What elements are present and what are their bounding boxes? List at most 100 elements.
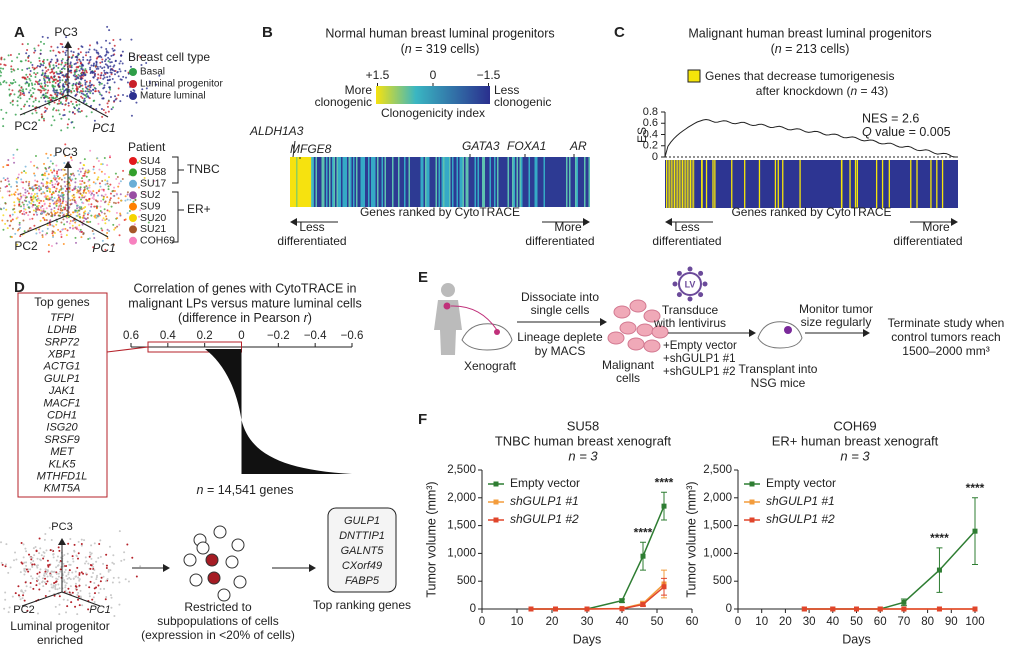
- malignant-cell: [643, 339, 661, 353]
- cell-dot: [43, 119, 46, 122]
- cell-dot: [58, 99, 61, 102]
- x-tick-label: 60: [686, 616, 699, 628]
- cell-dot: [24, 196, 27, 199]
- cell-dot: [16, 100, 19, 103]
- cell-dot: [114, 226, 117, 229]
- cell-dot: [74, 226, 77, 229]
- cell-dot: [18, 53, 21, 56]
- cell-dot: [16, 68, 19, 71]
- label: after knockdown (n = 43): [756, 84, 888, 98]
- cell-dot: [88, 48, 91, 51]
- cell-dot: [22, 76, 25, 79]
- cell-dot: [60, 185, 63, 188]
- cell-dot: [99, 209, 102, 212]
- chart-title: TNBC human breast xenograft: [495, 433, 672, 448]
- cell-dot: [4, 591, 7, 594]
- cell-dot: [107, 185, 110, 188]
- label: PC2: [13, 604, 34, 616]
- cell-dot: [66, 220, 69, 223]
- cell-dot: [53, 210, 56, 213]
- cell-dot: [106, 237, 109, 240]
- virus-spike: [672, 281, 678, 287]
- cell-dot: [84, 73, 87, 76]
- cell-dot: [29, 196, 32, 199]
- cell-dot: [15, 180, 18, 183]
- cell-dot: [21, 201, 24, 204]
- cell-dot: [117, 87, 120, 90]
- cell-dot: [68, 206, 71, 209]
- cell-dot: [64, 81, 67, 84]
- data-point: [553, 606, 558, 612]
- cell-dot: [91, 197, 94, 200]
- cell-dot: [35, 584, 38, 587]
- cell-dot: [98, 182, 101, 185]
- cell-dot: [53, 119, 56, 122]
- y-tick-label: 0.4: [643, 128, 658, 140]
- heatmap-stripe: [462, 157, 464, 207]
- cell-dot: [109, 594, 112, 597]
- cell-dot: [65, 49, 68, 52]
- cell-dot: [46, 580, 49, 583]
- cell-dot: [145, 61, 148, 64]
- label: with lentivirus: [653, 316, 726, 330]
- cell-dot: [76, 76, 79, 79]
- cell-dot: [83, 172, 86, 175]
- cell-dot: [81, 96, 84, 99]
- chart-title: n = 3: [568, 448, 598, 463]
- cell-dot: [100, 227, 103, 230]
- data-point: [661, 584, 667, 590]
- heatmap-stripe: [332, 157, 334, 207]
- cell-dot: [32, 560, 35, 563]
- cell-dot: [106, 25, 109, 28]
- cell-dot: [86, 217, 89, 220]
- legend-swatch: [687, 69, 701, 83]
- label: Correlation of genes with CytoTRACE in: [133, 281, 356, 295]
- cell-dot: [35, 205, 38, 208]
- cell-dot: [80, 95, 83, 98]
- cell-dot: [104, 598, 107, 601]
- cell-dot: [27, 214, 30, 217]
- cell-dot: [126, 212, 129, 215]
- cell-dot: [90, 557, 93, 560]
- cell-dot: [78, 584, 81, 587]
- cell-dot: [100, 163, 103, 166]
- cell-dot: [66, 560, 69, 563]
- cell-dot: [155, 83, 158, 86]
- axis-label: PC1: [92, 241, 115, 255]
- cell-dot: [70, 173, 73, 176]
- legend-marker: [493, 499, 499, 505]
- cell-dot: [6, 177, 9, 180]
- cell-dot: [50, 75, 53, 78]
- cell-dot: [76, 90, 79, 93]
- cell-dot: [50, 196, 53, 199]
- data-point: [972, 528, 978, 534]
- cell-dot: [33, 193, 36, 196]
- cell-dot: [9, 81, 12, 84]
- cell-dot: [33, 47, 36, 50]
- cell-dot: [93, 581, 96, 584]
- cell-circle: [231, 538, 245, 552]
- cell-dot: [89, 190, 92, 193]
- cell-dot: [98, 91, 101, 94]
- cell-dot: [40, 113, 43, 116]
- cell-dot: [57, 572, 60, 575]
- cell-dot: [60, 188, 63, 191]
- cell-dot: [46, 559, 49, 562]
- cell-dot: [76, 613, 79, 616]
- cell-dot: [83, 158, 86, 161]
- cell-dot: [0, 67, 2, 70]
- cell-dot: [6, 227, 9, 230]
- cell-dot: [6, 219, 9, 222]
- cell-dot: [53, 197, 56, 200]
- cell-dot: [58, 150, 61, 153]
- y-tick-label: 2,500: [447, 464, 476, 476]
- cell-dot: [35, 577, 38, 580]
- cell-dot: [52, 584, 55, 587]
- barcode-line: [677, 160, 679, 208]
- cell-dot: [85, 95, 88, 98]
- significance: ****: [655, 475, 674, 489]
- cell-dot: [22, 92, 25, 95]
- cell-dot: [79, 90, 82, 93]
- gene-label: GULP1: [44, 373, 80, 385]
- cell-dot: [29, 561, 32, 564]
